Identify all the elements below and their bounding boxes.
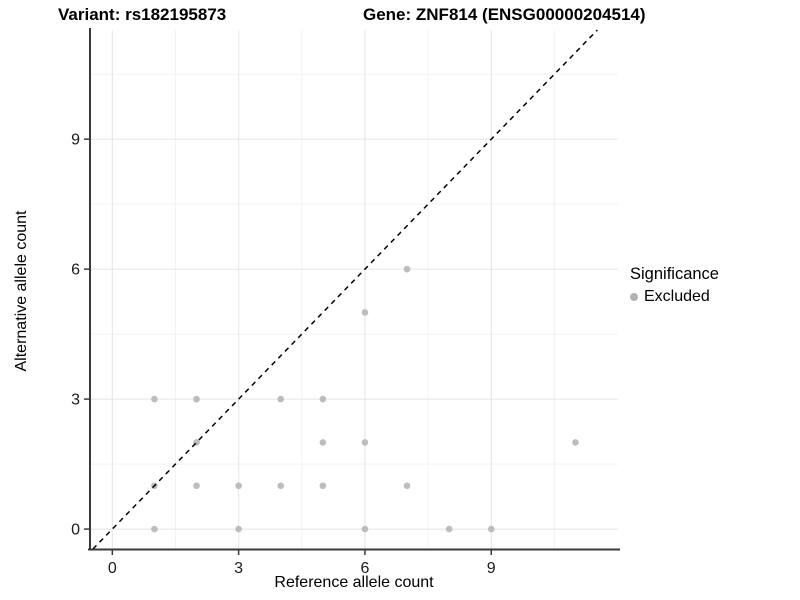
- data-point: [319, 395, 327, 403]
- data-point: [277, 482, 285, 490]
- data-point: [235, 482, 242, 490]
- legend-item-excluded: Excluded: [630, 288, 719, 306]
- data-point: [572, 439, 579, 446]
- data-point: [487, 525, 495, 533]
- x-tick-label: 6: [360, 560, 369, 577]
- y-tick-label: 9: [71, 132, 80, 149]
- y-tick-label: 6: [71, 262, 80, 279]
- x-tick-label: 9: [487, 560, 496, 577]
- legend-title: Significance: [630, 265, 719, 283]
- data-point: [361, 525, 369, 533]
- legend-item-label: Excluded: [644, 288, 710, 305]
- x-axis-title: Reference allele count: [274, 574, 434, 591]
- plot-panel: [90, 30, 618, 549]
- data-point: [445, 525, 453, 533]
- excluded-point-swatch: [630, 293, 638, 301]
- data-point: [193, 482, 200, 490]
- data-point: [403, 482, 411, 490]
- data-point: [361, 439, 369, 446]
- plot-title-variant: Variant: rs182195873: [58, 5, 227, 24]
- data-point: [319, 482, 327, 490]
- legend: Significance Excluded: [630, 265, 719, 306]
- data-point: [319, 439, 327, 446]
- data-point: [361, 309, 369, 316]
- y-tick-label: 3: [71, 392, 80, 409]
- data-point: [193, 395, 200, 403]
- plot-title-gene: Gene: ZNF814 (ENSG00000204514): [363, 5, 646, 24]
- x-tick-label: 0: [108, 560, 117, 577]
- data-point: [277, 395, 285, 403]
- data-point: [235, 525, 242, 533]
- data-point: [403, 265, 411, 273]
- data-point: [151, 525, 158, 533]
- identity-line: [92, 29, 598, 550]
- y-axis-title: Alternative allele count: [13, 210, 30, 372]
- y-tick-label: 0: [71, 522, 80, 539]
- x-tick-label: 3: [234, 560, 243, 577]
- data-point: [151, 395, 158, 403]
